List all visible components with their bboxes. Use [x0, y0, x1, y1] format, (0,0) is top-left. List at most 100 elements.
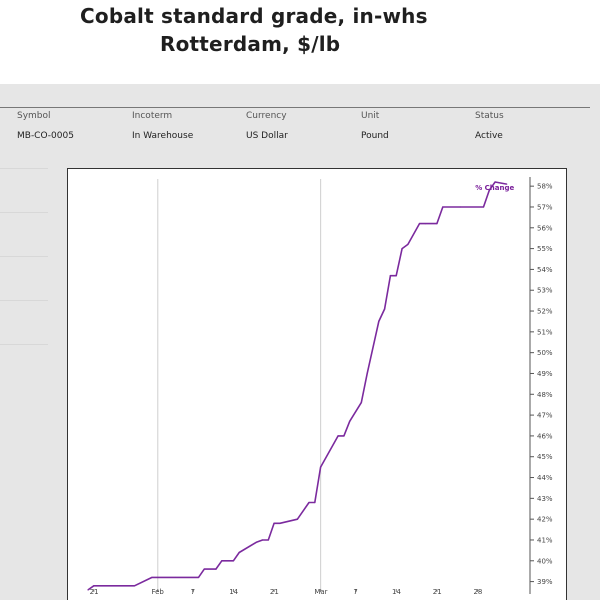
- data-point: [261, 539, 264, 541]
- data-point: [215, 568, 217, 570]
- y-tick-label: 55%: [537, 245, 553, 253]
- data-point: [436, 223, 438, 225]
- y-tick-label: 57%: [537, 203, 553, 211]
- x-tick-label: 21: [90, 588, 99, 596]
- page-title-line-2: Rotterdam, $/lb: [160, 32, 341, 56]
- status-header: Status: [475, 111, 504, 121]
- currency-value: US Dollar: [246, 131, 288, 141]
- y-tick-label: 56%: [537, 224, 553, 232]
- data-point: [482, 206, 485, 208]
- data-point: [378, 320, 380, 323]
- y-tick-label: 48%: [537, 391, 553, 399]
- data-point: [87, 589, 89, 591]
- data-point: [256, 541, 258, 543]
- sidebar-separator: [0, 168, 48, 169]
- chart-grid: [157, 179, 322, 592]
- data-point: [308, 501, 310, 504]
- x-tick-label: 28: [473, 588, 482, 596]
- y-tick-label: 40%: [537, 557, 553, 565]
- series-label: % Change: [475, 184, 514, 192]
- y-tick-label: 43%: [537, 495, 553, 503]
- data-point: [401, 247, 403, 250]
- y-tick-label: 47%: [537, 412, 553, 420]
- x-tick-label: 7: [191, 588, 195, 596]
- data-point: [93, 585, 95, 587]
- data-point: [296, 518, 298, 520]
- unit-header: Unit: [361, 111, 380, 121]
- chart-series: [87, 181, 508, 591]
- x-tick-label: 7: [353, 588, 357, 596]
- title-block: Cobalt standard grade, in-whs Rotterdam,…: [0, 0, 600, 84]
- series-line: [87, 181, 507, 591]
- data-point: [238, 551, 240, 554]
- data-point: [157, 576, 159, 579]
- data-point: [459, 206, 461, 208]
- data-point: [407, 243, 409, 246]
- y-tick-label: 41%: [537, 536, 553, 544]
- data-point: [442, 206, 444, 208]
- x-tick-label: 21: [270, 588, 279, 596]
- data-point: [314, 501, 316, 504]
- y-tick-label: 46%: [537, 432, 553, 440]
- x-tick-label: Mar: [314, 588, 327, 596]
- x-tick-label: 14: [392, 588, 401, 596]
- x-tick-label: 21: [433, 588, 442, 596]
- data-point: [366, 372, 368, 375]
- chart-axes: [93, 177, 534, 594]
- data-point: [360, 402, 362, 404]
- data-point: [343, 435, 345, 437]
- data-point: [197, 576, 200, 579]
- data-point: [349, 420, 351, 422]
- y-tick-label: 52%: [537, 308, 553, 316]
- y-tick-label: 51%: [537, 328, 553, 336]
- data-point: [279, 522, 281, 524]
- sidebar-separator: [0, 256, 48, 257]
- y-tick-label: 45%: [537, 453, 553, 461]
- data-point: [232, 560, 234, 562]
- chart-labels: 39% 40% 41% 42% 43% 44% 45% 46% 47% 48% 49% 50% 51% 5…: [90, 183, 553, 596]
- y-tick-label: 53%: [537, 287, 553, 295]
- incoterm-value: In Warehouse: [132, 131, 194, 141]
- data-point: [151, 576, 153, 579]
- data-point: [273, 522, 275, 524]
- data-point: [424, 223, 426, 225]
- unit-value: Pound: [361, 131, 389, 141]
- data-point: [221, 560, 223, 562]
- x-tick-label: 14: [229, 588, 238, 596]
- data-point: [494, 181, 496, 183]
- sidebar-separator: [0, 300, 48, 301]
- data-point: [418, 223, 421, 225]
- currency-header: Currency: [246, 111, 287, 121]
- data-point: [203, 568, 205, 570]
- data-point: [133, 585, 136, 587]
- symbol-header: Symbol: [17, 111, 51, 121]
- sidebar-separator: [0, 344, 48, 345]
- incoterm-header: Incoterm: [132, 111, 173, 121]
- data-point: [174, 576, 176, 579]
- y-tick-label: 39%: [537, 578, 553, 586]
- data-point: [320, 466, 322, 468]
- info-divider: [0, 107, 590, 108]
- data-point: [110, 585, 112, 587]
- data-point: [395, 275, 397, 277]
- sidebar-separator: [0, 212, 48, 213]
- y-tick-label: 54%: [537, 266, 553, 274]
- y-tick-label: 58%: [537, 183, 553, 191]
- chart-frame: [67, 168, 567, 600]
- y-tick-label: 44%: [537, 474, 553, 482]
- data-point: [488, 189, 490, 191]
- y-tick-label: 50%: [537, 349, 553, 357]
- data-point: [384, 308, 386, 310]
- data-point: [389, 275, 392, 277]
- data-point: [337, 435, 339, 437]
- y-tick-label: 42%: [537, 516, 553, 524]
- y-tick-label: 49%: [537, 370, 553, 378]
- data-point: [506, 183, 508, 185]
- symbol-value: MB-CO-0005: [17, 131, 74, 141]
- x-tick-label: Feb: [151, 588, 164, 596]
- data-point: [267, 539, 269, 541]
- status-value: Active: [475, 131, 503, 141]
- page-title-line-1: Cobalt standard grade, in-whs: [80, 4, 428, 28]
